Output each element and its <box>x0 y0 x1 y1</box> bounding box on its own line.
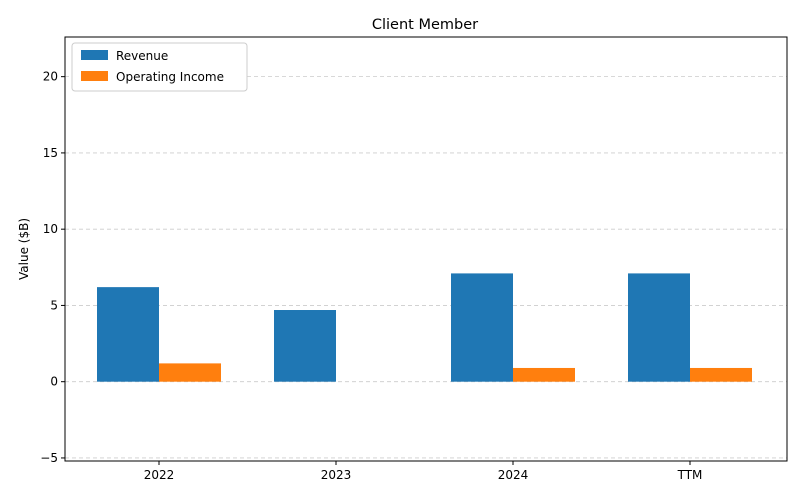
y-axis-ticks: −5 0 5 10 15 20 <box>40 70 65 465</box>
grid-lines <box>65 76 787 459</box>
x-tick-label: 2022 <box>144 468 175 482</box>
bar-revenue <box>274 310 336 382</box>
legend-box <box>71 42 248 92</box>
plot-frame <box>64 36 788 462</box>
chart-title: Client Member <box>372 17 478 33</box>
y-tick-label: 5 <box>50 298 58 312</box>
legend-label: Revenue <box>116 49 168 63</box>
legend-label: Operating Income <box>116 70 224 84</box>
x-axis-ticks: 2022 2023 2024 TTM <box>144 461 703 482</box>
bar-operating-income <box>513 367 575 382</box>
bars <box>97 273 752 382</box>
x-tick-label: 2024 <box>498 468 529 482</box>
y-tick-label: 0 <box>50 375 58 389</box>
bar-operating-income <box>159 363 221 382</box>
legend-swatch <box>81 71 108 81</box>
y-tick-label: 15 <box>43 146 58 160</box>
bar-operating-income <box>690 367 752 382</box>
x-tick-label: 2023 <box>321 468 352 482</box>
legend: Revenue Operating Income <box>71 42 248 92</box>
y-axis-label: Value ($B) <box>17 218 31 280</box>
y-tick-label: 20 <box>43 70 58 84</box>
bar-revenue <box>628 273 690 382</box>
legend-swatch <box>81 50 108 60</box>
y-tick-label: −5 <box>40 451 58 465</box>
bar-revenue <box>97 287 159 382</box>
y-tick-label: 10 <box>43 222 58 236</box>
bar-revenue <box>451 273 513 382</box>
x-tick-label: TTM <box>677 468 703 482</box>
